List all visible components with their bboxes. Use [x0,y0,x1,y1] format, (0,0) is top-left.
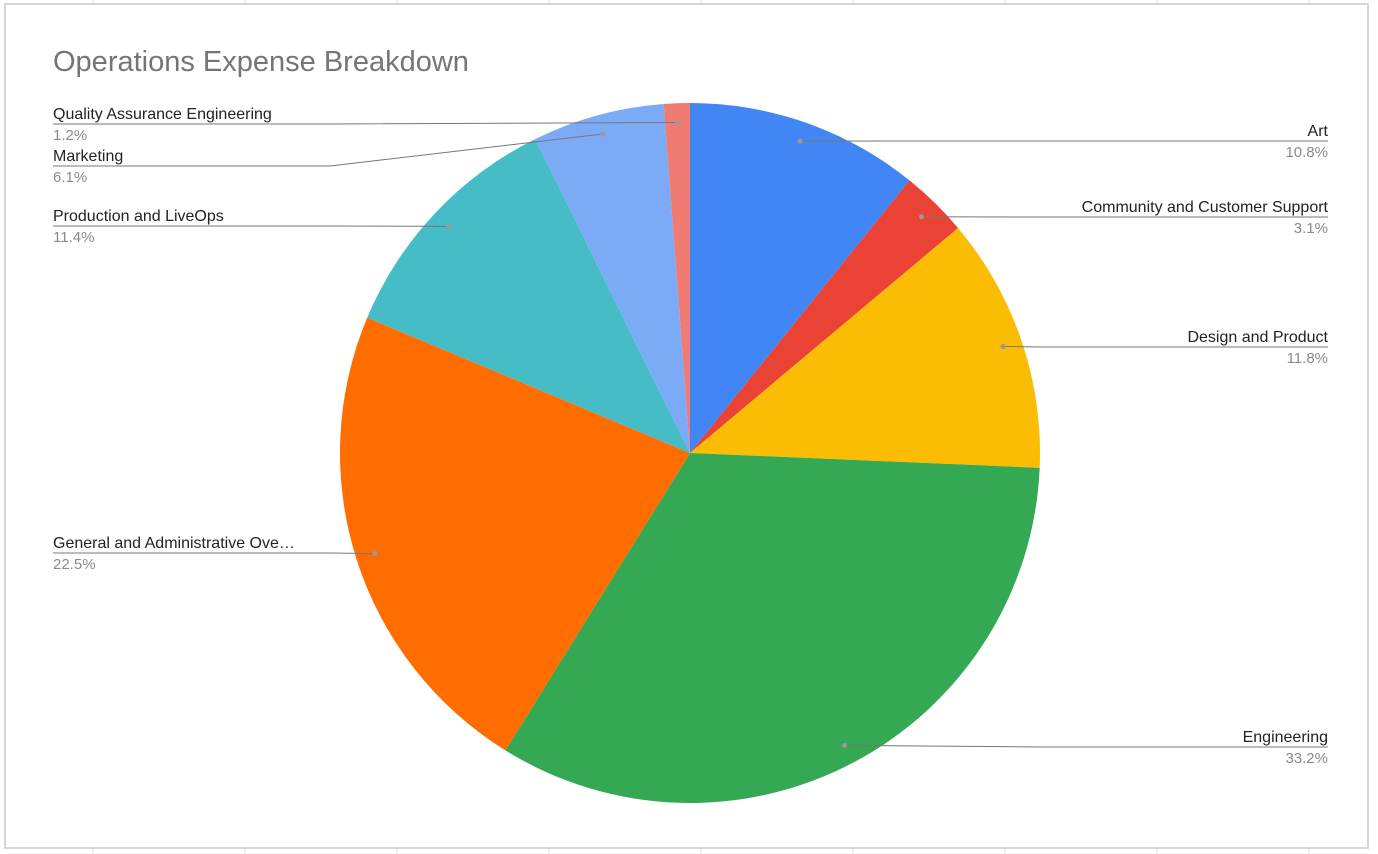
leader-line [53,121,678,125]
labels: Art 10.8% Community and Customer Support 3.… [53,106,1329,767]
slice-value-label: 11.4% [53,229,94,246]
slice-value-label: 22.5% [53,556,96,573]
slice-label: Production and LiveOps [53,208,224,225]
pie-slice [690,180,959,453]
pie-slice [340,317,690,751]
pie [340,103,1040,803]
chart-title: Operations Expense Breakdown [53,46,469,78]
leader-dot [797,138,803,144]
slice-label: Engineering [1243,729,1328,746]
slice-label: Community and Customer Support [1082,199,1329,216]
slice-value-label: 1.2% [53,127,87,144]
slice-label: Marketing [53,148,123,165]
leader-dot [1000,343,1006,349]
slice-value-label: 33.2% [1285,750,1328,767]
leader-dot [372,551,378,557]
leader-line [844,744,1328,748]
leader-line [53,133,603,167]
leader-dot [600,131,606,137]
slice-value-label: 10.8% [1285,144,1328,161]
slice-label: General and Administrative Ove… [53,535,295,552]
pie-slice [663,103,690,453]
slice-value-label: 6.1% [53,169,87,186]
pie-slice [690,227,1040,468]
leader-line [53,552,375,555]
slice-value-label: 3.1% [1294,220,1328,237]
pie-slice [505,453,1040,803]
slice-value-label: 11.8% [1287,350,1328,367]
leader-line [1003,345,1328,348]
slice-label: Design and Product [1187,329,1328,346]
leader-dot [842,742,848,748]
leader-dot [446,223,452,229]
leader-dot [675,119,681,125]
slice-label: Quality Assurance Engineering [53,106,272,123]
slice-label: Art [1308,123,1329,140]
pie-slice [367,139,690,453]
pie-slice [690,103,910,453]
leader-dot [918,214,924,220]
pie-slice [535,103,690,453]
